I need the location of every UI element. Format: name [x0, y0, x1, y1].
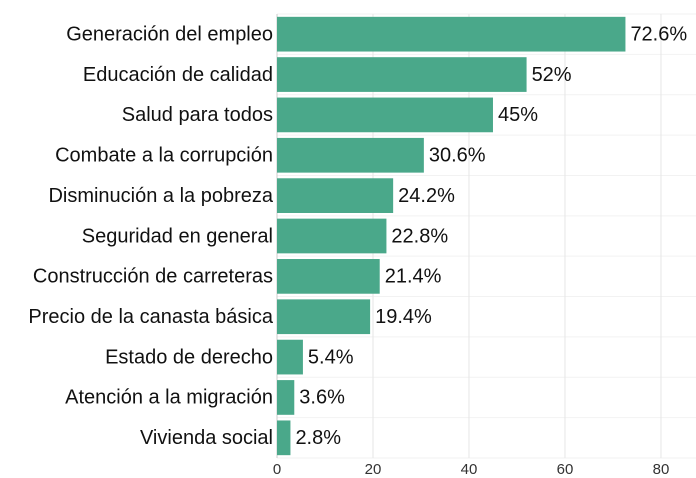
y-tick-label: Precio de la canasta básica	[28, 306, 273, 328]
x-tick-label: 40	[461, 461, 478, 478]
value-label: 3.6%	[299, 387, 345, 409]
value-label: 72.6%	[630, 23, 687, 45]
y-tick-label: Atención a la migración	[65, 387, 273, 409]
y-tick-label: Disminución a la pobreza	[48, 185, 273, 207]
y-tick-label: Generación del empleo	[66, 23, 273, 45]
x-tick-label: 0	[273, 461, 281, 478]
value-label: 2.8%	[295, 427, 341, 449]
value-label: 5.4%	[308, 346, 354, 368]
bar	[277, 420, 291, 456]
value-label: 22.8%	[391, 225, 448, 247]
y-tick-label: Seguridad en general	[82, 225, 273, 247]
x-tick-label: 60	[557, 461, 574, 478]
y-tick-label: Vivienda social	[140, 427, 273, 449]
y-tick-label: Estado de derecho	[105, 346, 273, 368]
x-tick-label: 20	[365, 461, 382, 478]
bar	[277, 97, 493, 133]
value-label: 52%	[532, 64, 572, 86]
value-label: 30.6%	[429, 145, 486, 167]
bar	[277, 339, 303, 375]
y-tick-label: Construcción de carreteras	[33, 266, 273, 288]
y-tick-label: Salud para todos	[122, 104, 273, 126]
bar	[277, 380, 295, 415]
value-label: 45%	[498, 104, 538, 126]
bar	[277, 178, 394, 213]
value-label: 24.2%	[398, 185, 455, 207]
bar	[277, 57, 527, 92]
value-label: 19.4%	[375, 306, 432, 328]
bar	[277, 137, 424, 173]
bar	[277, 299, 371, 335]
bar	[277, 218, 387, 254]
y-tick-label: Combate a la corrupción	[55, 145, 273, 167]
x-tick-label: 80	[653, 461, 670, 478]
value-label: 21.4%	[385, 266, 442, 288]
bar	[277, 259, 380, 294]
bar	[277, 16, 626, 52]
y-tick-label: Educación de calidad	[83, 64, 273, 86]
